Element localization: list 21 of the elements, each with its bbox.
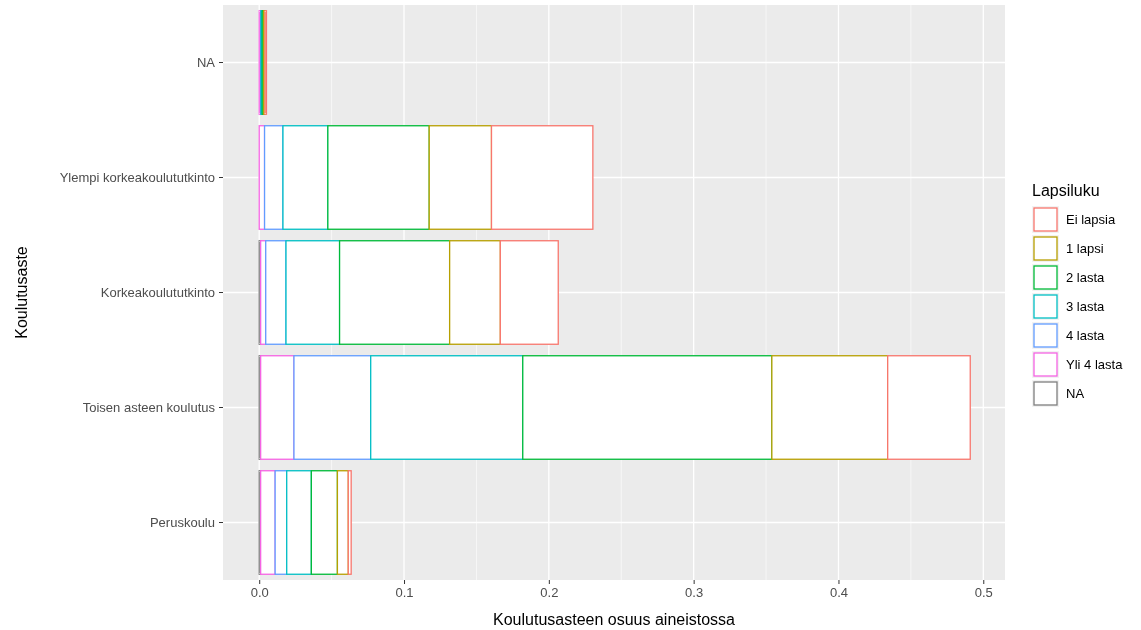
x-tick-label: 0.2 — [540, 585, 559, 601]
y-tick-label: Ylempi korkeakoulututkinto — [59, 169, 215, 185]
legend-label: 3 lasta — [1066, 299, 1106, 314]
y-tick-label: Korkeakoulututkinto — [100, 284, 215, 300]
x-tick-label: 0.4 — [829, 585, 848, 601]
y-tick-label: Peruskoulu — [149, 514, 215, 530]
x-tick-label: 0.3 — [685, 585, 704, 601]
x-tick-label: 0.1 — [395, 585, 414, 601]
legend-label: NA — [1066, 386, 1085, 401]
legend-label: 2 lasta — [1066, 270, 1106, 285]
y-tick-label: Toisen asteen koulutus — [82, 399, 216, 415]
legend-label: 4 lasta — [1066, 328, 1106, 343]
x-tick-label: 0.5 — [974, 585, 993, 601]
x-axis-title: Koulutusasteen osuus aineistossa — [493, 611, 736, 628]
legend-label: Yli 4 lasta — [1066, 357, 1124, 372]
legend-label: 1 lapsi — [1066, 241, 1104, 256]
legend-title: Lapsiluku — [1032, 182, 1100, 199]
x-tick-label: 0.0 — [250, 585, 269, 601]
y-tick-label: NA — [196, 54, 216, 70]
y-axis-title: Koulutusaste — [13, 246, 30, 339]
legend-label: Ei lapsia — [1066, 212, 1116, 227]
